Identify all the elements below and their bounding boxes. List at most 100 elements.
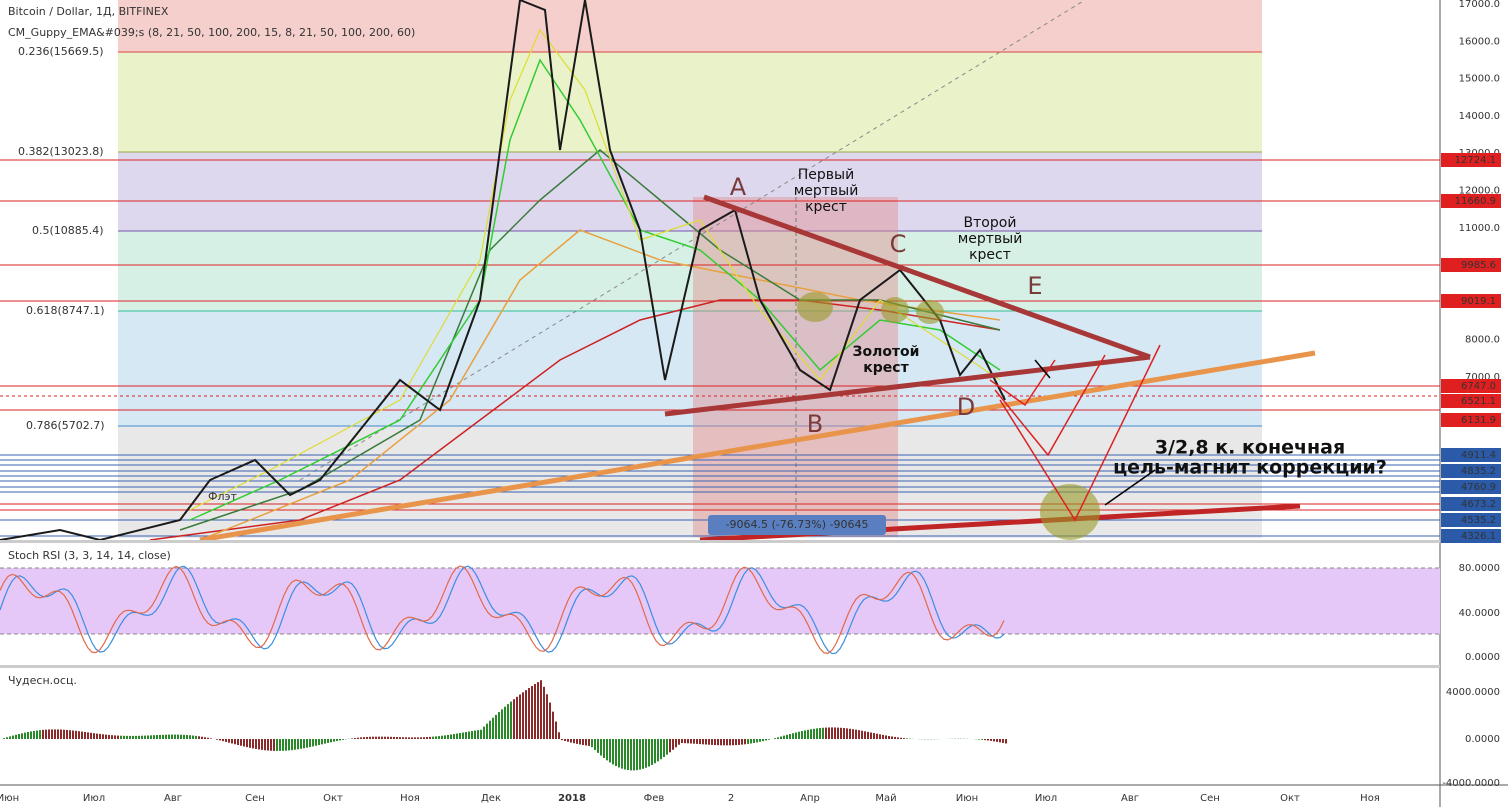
osc-bar	[552, 711, 554, 739]
price-badge	[1441, 258, 1501, 272]
osc-bar	[201, 736, 203, 739]
osc-bar	[54, 729, 56, 739]
osc-bar	[996, 739, 998, 742]
osc-bar	[462, 732, 464, 739]
osc-bar	[621, 739, 623, 769]
osc-bar	[336, 739, 338, 741]
osc-bar	[450, 734, 452, 739]
osc-bar	[414, 737, 416, 739]
osc-bar	[384, 736, 386, 739]
osc-bar	[576, 739, 578, 744]
osc-bar	[831, 727, 833, 739]
fib-label: 0.382(13023.8)	[18, 145, 104, 158]
osc-bar	[567, 739, 569, 742]
price-badge-label: 4326.1	[1461, 531, 1496, 542]
osc-bar	[429, 736, 431, 739]
osc-bar	[402, 737, 404, 739]
osc-tick: 4000.0000	[1446, 687, 1500, 698]
osc-bar	[558, 732, 560, 739]
osc-bar	[255, 739, 257, 749]
osc-bar	[234, 739, 236, 745]
osc-bar	[864, 731, 866, 739]
price-badge	[1441, 294, 1501, 308]
measure-label: -9064.5 (-76.73%) -90645	[726, 518, 869, 531]
osc-bar	[252, 739, 254, 749]
osc-bar	[471, 731, 473, 739]
osc-bar	[9, 736, 11, 739]
osc-bar	[417, 737, 419, 739]
osc-bar	[153, 735, 155, 739]
price-tick: 11000.0	[1459, 223, 1500, 234]
osc-bar	[507, 704, 509, 739]
osc-bar	[240, 739, 242, 746]
osc-bar	[741, 739, 743, 745]
osc-bar	[159, 734, 161, 739]
osc-bar	[198, 736, 200, 739]
osc-bar	[816, 728, 818, 739]
osc-bar	[648, 739, 650, 767]
price-badge	[1441, 497, 1501, 511]
osc-bar	[729, 739, 731, 746]
price-badge	[1441, 448, 1501, 462]
osc-bar	[243, 739, 245, 747]
osc-bar	[375, 736, 377, 739]
price-tick: 14000.0	[1459, 111, 1500, 122]
osc-bar	[735, 739, 737, 746]
osc-bar	[828, 727, 830, 739]
osc-bar	[789, 734, 791, 739]
price-badge	[1441, 153, 1501, 167]
osc-bar	[216, 739, 218, 740]
osc-bar	[774, 738, 776, 739]
osc-bar	[537, 682, 539, 739]
wave-label: E	[1027, 272, 1042, 300]
osc-bar	[675, 739, 677, 748]
osc-bar	[354, 737, 356, 739]
osc-bar	[888, 735, 890, 739]
osc-bar	[807, 729, 809, 739]
osc-bar	[768, 739, 770, 740]
osc-bar	[891, 736, 893, 739]
osc-bar	[1002, 739, 1004, 743]
osc-bar	[357, 737, 359, 739]
osc-bar	[705, 739, 707, 745]
time-tick: Апр	[800, 793, 820, 804]
osc-bar	[783, 735, 785, 739]
osc-bar	[270, 739, 272, 751]
osc-bar	[459, 733, 461, 739]
annotation: Золотой	[853, 344, 920, 360]
annotation: Первый	[798, 167, 854, 183]
time-tick: Окт	[323, 793, 343, 804]
pane-title: Stoch RSI (3, 3, 14, 14, close)	[8, 549, 171, 562]
annotation: крест	[969, 247, 1011, 263]
diagonal	[299, 0, 1086, 481]
stoch-line	[0, 565, 1005, 655]
osc-bar	[633, 739, 635, 771]
pane-title: Чудесн.осц.	[8, 674, 77, 687]
osc-bar	[21, 733, 23, 739]
osc-bar	[396, 737, 398, 739]
osc-bar	[168, 734, 170, 739]
osc-bar	[723, 739, 725, 746]
fib-label: 0.618(8747.1)	[26, 304, 105, 317]
osc-bar	[714, 739, 716, 746]
osc-bar	[624, 739, 626, 770]
osc-bar	[609, 739, 611, 763]
osc-bar	[903, 738, 905, 739]
osc-bar	[180, 734, 182, 739]
osc-bar	[591, 739, 593, 748]
osc-bar	[531, 686, 533, 739]
osc-bar	[654, 739, 656, 764]
osc-bar	[687, 739, 689, 744]
osc-bar	[111, 735, 113, 739]
osc-bar	[546, 694, 548, 739]
osc-bar	[477, 730, 479, 739]
osc-bar	[678, 739, 680, 745]
osc-bar	[906, 738, 908, 739]
osc-bar	[30, 731, 32, 739]
osc-bar	[858, 730, 860, 739]
osc-bar	[408, 737, 410, 739]
osc-bar	[303, 739, 305, 749]
time-tick: Июл	[1035, 793, 1057, 804]
osc-bar	[987, 739, 989, 741]
osc-bar	[699, 739, 701, 745]
